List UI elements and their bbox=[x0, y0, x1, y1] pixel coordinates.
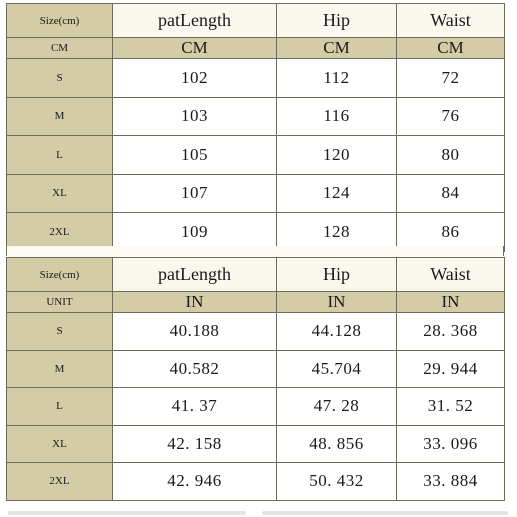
table-row: M 40.582 45.704 29. 944 bbox=[6, 349, 505, 388]
table-cell: 40.188 bbox=[112, 312, 277, 351]
table-cell: 107 bbox=[112, 173, 277, 213]
table-cell: 103 bbox=[112, 96, 277, 136]
size-label: 2XL bbox=[6, 462, 113, 501]
header-cell: Hip bbox=[276, 3, 397, 38]
header-row: Size(cm) patLength Hip Waist bbox=[6, 3, 505, 38]
size-label: M bbox=[6, 349, 113, 388]
table-cell: 72 bbox=[396, 58, 505, 98]
table-row: XL 107 124 84 bbox=[6, 173, 505, 213]
table-cell: 105 bbox=[112, 135, 277, 175]
table-cell: 120 bbox=[276, 135, 397, 175]
table-cell: 112 bbox=[276, 58, 397, 98]
unit-cell: IN bbox=[276, 291, 397, 313]
unit-cell: CM bbox=[396, 37, 505, 59]
table-row: L 41. 37 47. 28 31. 52 bbox=[6, 387, 505, 426]
table-cell: 80 bbox=[396, 135, 505, 175]
header-cell: patLength bbox=[112, 257, 277, 292]
unit-row: CM CM CM CM bbox=[6, 37, 505, 59]
footer-divider bbox=[262, 511, 508, 515]
table-row: S 102 112 72 bbox=[6, 58, 505, 98]
table-cell: 50. 432 bbox=[276, 462, 397, 501]
size-table-cm: Size(cm) patLength Hip Waist CM CM CM CM… bbox=[6, 3, 505, 252]
header-cell: Hip bbox=[276, 257, 397, 292]
table-cell: 84 bbox=[396, 173, 505, 213]
unit-cell: CM bbox=[6, 37, 113, 59]
header-cell: Waist bbox=[396, 3, 505, 38]
table-cell: 48. 856 bbox=[276, 424, 397, 463]
unit-cell: CM bbox=[276, 37, 397, 59]
size-label: XL bbox=[6, 424, 113, 463]
table-cell: 76 bbox=[396, 96, 505, 136]
table-cell: 41. 37 bbox=[112, 387, 277, 426]
table-cell: 28. 368 bbox=[396, 312, 505, 351]
table-cell: 33. 884 bbox=[396, 462, 505, 501]
size-label: XL bbox=[6, 173, 113, 213]
size-label: S bbox=[6, 58, 113, 98]
unit-cell: CM bbox=[112, 37, 277, 59]
size-label: 2XL bbox=[6, 212, 113, 252]
table-cell: 33. 096 bbox=[396, 424, 505, 463]
unit-cell: IN bbox=[112, 291, 277, 313]
table-cell: 102 bbox=[112, 58, 277, 98]
size-label: L bbox=[6, 135, 113, 175]
header-cell: patLength bbox=[112, 3, 277, 38]
size-table-in: Size(cm) patLength Hip Waist UNIT IN IN … bbox=[6, 257, 505, 501]
table-cell: 116 bbox=[276, 96, 397, 136]
table-cell: 86 bbox=[396, 212, 505, 252]
table-cell: 124 bbox=[276, 173, 397, 213]
table-row: 2XL 42. 946 50. 432 33. 884 bbox=[6, 462, 505, 501]
header-cell: Size(cm) bbox=[6, 257, 113, 292]
table-row: S 40.188 44.128 28. 368 bbox=[6, 312, 505, 351]
unit-cell: IN bbox=[396, 291, 505, 313]
table-row: L 105 120 80 bbox=[6, 135, 505, 175]
footer-divider bbox=[8, 511, 246, 515]
table-cell: 29. 944 bbox=[396, 349, 505, 388]
table-cell: 40.582 bbox=[112, 349, 277, 388]
size-label: M bbox=[6, 96, 113, 136]
header-cell: Size(cm) bbox=[6, 3, 113, 38]
table-row: 2XL 109 128 86 bbox=[6, 212, 505, 252]
header-cell: Waist bbox=[396, 257, 505, 292]
table-cell: 45.704 bbox=[276, 349, 397, 388]
table-cell: 44.128 bbox=[276, 312, 397, 351]
table-cell: 31. 52 bbox=[396, 387, 505, 426]
size-label: S bbox=[6, 312, 113, 351]
header-row: Size(cm) patLength Hip Waist bbox=[6, 257, 505, 292]
table-cell: 42. 158 bbox=[112, 424, 277, 463]
size-label: L bbox=[6, 387, 113, 426]
unit-cell: UNIT bbox=[6, 291, 113, 313]
table-row: M 103 116 76 bbox=[6, 96, 505, 136]
table-separator bbox=[6, 246, 504, 256]
table-row: XL 42. 158 48. 856 33. 096 bbox=[6, 424, 505, 463]
table-cell: 42. 946 bbox=[112, 462, 277, 501]
unit-row: UNIT IN IN IN bbox=[6, 291, 505, 313]
table-cell: 47. 28 bbox=[276, 387, 397, 426]
